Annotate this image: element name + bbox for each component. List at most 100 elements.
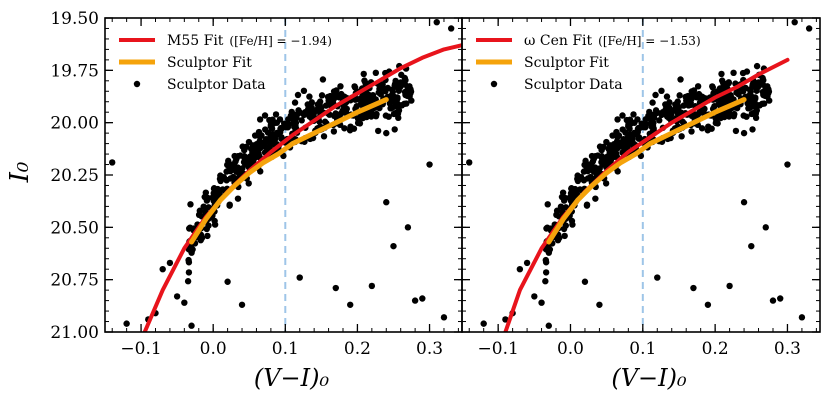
data-point: [748, 242, 755, 250]
data-point: [610, 141, 618, 148]
data-point: [186, 224, 194, 231]
data-point: [330, 128, 338, 135]
data-point: [205, 204, 212, 211]
data-point: [220, 173, 228, 181]
data-point: [267, 141, 274, 149]
data-point: [287, 112, 295, 119]
data-point: [725, 79, 732, 86]
x-tick-label: 0.2: [344, 339, 371, 359]
data-point: [257, 168, 264, 175]
data-point: [674, 98, 681, 105]
data-point: [596, 301, 603, 308]
data-point: [614, 168, 621, 175]
data-point: [718, 70, 725, 78]
data-point: [242, 161, 249, 168]
data-point: [337, 83, 344, 90]
data-point: [746, 86, 754, 94]
data-point: [401, 88, 409, 96]
data-point: [390, 110, 398, 118]
data-point: [560, 225, 568, 233]
data-point: [605, 145, 612, 153]
data-point: [710, 90, 717, 97]
data-point: [598, 153, 606, 160]
data-point: [404, 224, 412, 231]
data-point: [561, 232, 568, 240]
y-tick-label: 20.25: [50, 166, 99, 186]
y-tick-label: 20.50: [50, 218, 99, 238]
data-point: [759, 100, 766, 108]
data-point: [203, 225, 210, 233]
data-point: [602, 180, 610, 187]
data-point: [233, 167, 241, 175]
data-point: [383, 129, 390, 137]
data-point: [319, 76, 327, 83]
data-point: [401, 74, 408, 82]
data-point: [748, 93, 755, 100]
data-point: [318, 92, 326, 99]
data-point: [411, 297, 419, 304]
x-tick-label: −0.1: [478, 339, 519, 359]
x-tick-label: −0.1: [120, 339, 161, 359]
data-point: [372, 69, 380, 77]
data-point: [749, 81, 756, 88]
data-point: [784, 161, 791, 168]
fit-line: [503, 57, 790, 332]
data-point: [683, 93, 691, 101]
data-point: [750, 103, 757, 110]
legend-label: Sculptor Data: [167, 77, 266, 93]
data-point: [725, 113, 733, 120]
data-point: [378, 85, 385, 92]
data-point: [766, 97, 773, 104]
data-point: [226, 202, 233, 209]
data-point: [798, 314, 806, 321]
data-point: [210, 185, 218, 192]
legend: M55 Fit ([Fe/H] = −1.94) Sculptor Fit Sculp…: [119, 33, 332, 93]
y-axis-label: I₀: [5, 161, 35, 183]
data-point: [698, 97, 705, 104]
legend-swatch: [490, 80, 498, 88]
x-tick-label: 0.0: [200, 339, 227, 359]
plot-frame: [461, 17, 821, 333]
data-point: [256, 133, 264, 141]
data-point: [625, 121, 632, 128]
data-point: [329, 99, 337, 106]
data-point: [184, 278, 192, 285]
data-point: [502, 316, 509, 323]
data-point: [730, 69, 737, 77]
data-point: [310, 111, 317, 118]
data-point: [332, 284, 339, 292]
data-point: [185, 259, 193, 266]
x-tick-label: 0.3: [774, 339, 801, 359]
data-point: [109, 159, 116, 166]
data-point: [219, 186, 226, 193]
data-point: [390, 93, 397, 100]
data-point: [690, 284, 697, 292]
data-point: [588, 152, 596, 160]
data-point: [583, 164, 590, 171]
data-point: [341, 109, 348, 116]
data-point: [759, 74, 766, 82]
data-point: [765, 90, 772, 97]
data-point: [592, 195, 599, 202]
data-point: [753, 62, 761, 70]
data-point: [362, 93, 370, 100]
data-point: [368, 282, 376, 290]
plot-area: [466, 18, 813, 332]
data-point: [173, 293, 181, 300]
data-point: [391, 126, 398, 133]
data-point: [277, 128, 284, 136]
data-point: [615, 141, 623, 149]
data-point: [650, 119, 657, 127]
data-point: [284, 124, 292, 131]
y-tick-label: 21.00: [50, 323, 99, 343]
data-point: [619, 112, 626, 119]
data-point: [253, 141, 260, 148]
data-point: [694, 83, 702, 90]
data-point: [291, 99, 299, 106]
data-point: [374, 127, 382, 135]
x-tick-label: 0.3: [416, 339, 443, 359]
y-tick-label: 19.50: [50, 9, 99, 29]
fit-line: [546, 97, 747, 245]
data-point: [326, 93, 333, 101]
data-point: [247, 145, 255, 153]
